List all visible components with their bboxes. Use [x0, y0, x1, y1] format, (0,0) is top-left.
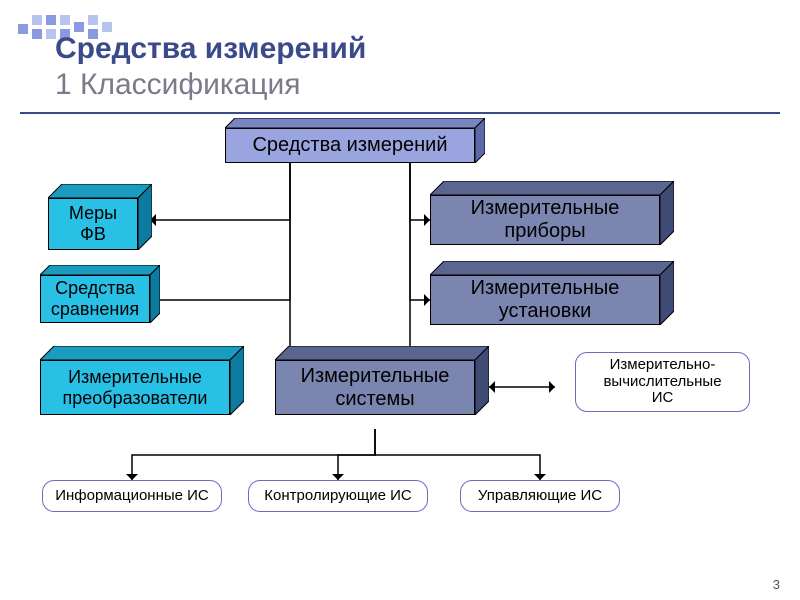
page-number: 3: [773, 577, 780, 592]
node-meas_pv: МерыФВ: [48, 198, 138, 250]
rounded-ivs: Измерительно-вычислительныеИС: [575, 352, 750, 412]
node-cmp: Средствасравнения: [40, 275, 150, 323]
node-root: Средства измерений: [225, 128, 475, 163]
rounded-info: Информационные ИС: [42, 480, 222, 512]
diagram-canvas: Средства измерений МерыФВ Средствасравнени…: [0, 120, 800, 590]
node-sys: Измерительныесистемы: [275, 360, 475, 415]
title-underline: [20, 112, 780, 114]
rounded-ctrl: Управляющие ИС: [460, 480, 620, 512]
node-xform: Измерительныепреобразователи: [40, 360, 230, 415]
node-instr: Измерительныеприборы: [430, 195, 660, 245]
title-sub: 1 Классификация: [55, 68, 366, 102]
node-setups: Измерительныеустановки: [430, 275, 660, 325]
title-main: Средства измерений: [55, 32, 366, 66]
slide-title: Средства измерений 1 Классификация: [55, 32, 366, 102]
rounded-check: Контролирующие ИС: [248, 480, 428, 512]
